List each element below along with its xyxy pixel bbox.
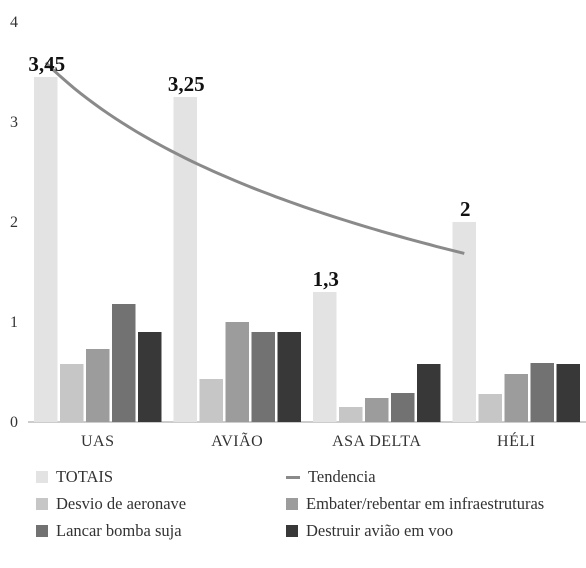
bar bbox=[417, 364, 441, 422]
bar bbox=[339, 407, 363, 422]
bar bbox=[60, 364, 84, 422]
legend-line-swatch bbox=[286, 475, 300, 479]
y-tick-label: 4 bbox=[10, 14, 18, 31]
legend-item: TOTAIS bbox=[36, 466, 113, 488]
bars-layer bbox=[34, 77, 580, 422]
bar bbox=[251, 332, 275, 422]
bar bbox=[173, 97, 197, 422]
legend-item: Embater/rebentar em infraestruturas bbox=[286, 493, 544, 515]
bar bbox=[478, 394, 502, 422]
bar bbox=[138, 332, 162, 422]
legend-label: TOTAIS bbox=[56, 467, 114, 486]
y-tick-label: 3 bbox=[10, 114, 18, 131]
legend-swatch bbox=[36, 498, 48, 510]
bar bbox=[199, 379, 223, 422]
legend-label: Lancar bomba suja bbox=[56, 521, 182, 540]
legend-swatch bbox=[36, 471, 48, 483]
legend-label: Desvio de aeronave bbox=[56, 494, 187, 513]
bar bbox=[530, 363, 554, 422]
bar bbox=[452, 222, 476, 422]
bar bbox=[277, 332, 301, 422]
data-labels-layer: 3,45 3,25 1,3 2 bbox=[28, 52, 470, 291]
legend-swatch bbox=[286, 498, 298, 510]
legend-swatch bbox=[36, 525, 48, 537]
data-label: 3,45 bbox=[28, 52, 65, 76]
x-tick-label: ASA DELTA bbox=[332, 433, 421, 450]
data-label: 2 bbox=[460, 197, 471, 221]
legend-label: Embater/rebentar em infraestruturas bbox=[306, 494, 545, 513]
legend-label: Destruir avião em voo bbox=[306, 521, 454, 540]
x-tick-label: AVIÃO bbox=[211, 432, 263, 450]
data-label: 1,3 bbox=[313, 267, 339, 291]
legend: TOTAIS Tendencia Desvio de aeronave Embater… bbox=[36, 466, 586, 568]
y-tick-label: 1 bbox=[10, 314, 18, 331]
legend-swatch bbox=[286, 525, 298, 537]
bar bbox=[112, 304, 136, 422]
legend-item: Desvio de aeronave bbox=[36, 493, 186, 515]
x-tick-label: HÉLI bbox=[497, 431, 535, 450]
y-tick-label: 0 bbox=[10, 414, 18, 431]
y-tick-label: 2 bbox=[10, 214, 18, 231]
data-label: 3,25 bbox=[168, 72, 205, 96]
bar bbox=[365, 398, 389, 422]
bar bbox=[504, 374, 528, 422]
trendline-layer bbox=[44, 61, 465, 255]
x-tick-label: UAS bbox=[81, 433, 115, 450]
legend-item: Lancar bomba suja bbox=[36, 520, 182, 542]
chart: 0 1 2 3 4 UAS AVIÃO ASA DELTA HÉLI 3,45 3,25 1,3 2 bbox=[10, 14, 586, 450]
bar bbox=[313, 292, 337, 422]
bar bbox=[34, 77, 58, 422]
legend-item: Destruir avião em voo bbox=[286, 520, 453, 542]
legend-label: Tendencia bbox=[308, 467, 376, 486]
bar bbox=[556, 364, 580, 422]
trendline bbox=[44, 61, 465, 255]
bar bbox=[225, 322, 249, 422]
bar bbox=[86, 349, 110, 422]
bar bbox=[391, 393, 415, 422]
legend-item: Tendencia bbox=[286, 466, 376, 488]
